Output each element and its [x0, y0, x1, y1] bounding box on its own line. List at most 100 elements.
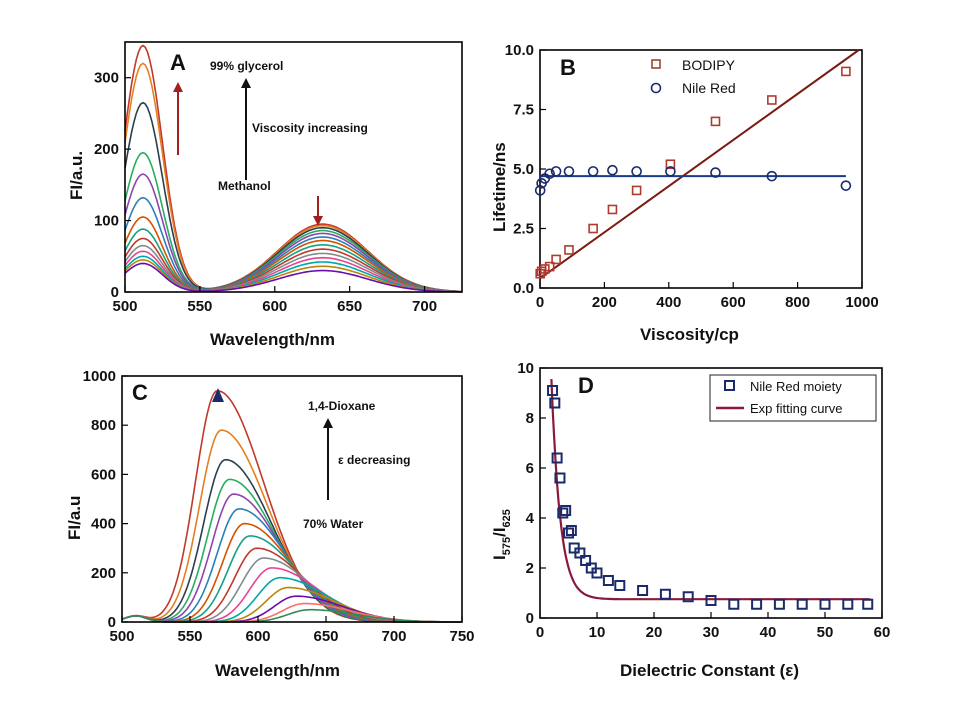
panel-b-ytick-label-3: 7.5	[513, 102, 534, 119]
panel-d-point-23	[819, 598, 831, 610]
panel-d-ytick-label-2: 2	[526, 560, 534, 577]
panel-c-annotation-bottom: 70% Water	[303, 517, 364, 531]
panel-c-ytick-label-200: 200	[91, 565, 116, 582]
panel-d-point-2	[551, 452, 563, 464]
legend-label-nile-red: Nile Red	[682, 80, 736, 96]
panel-b-bodipy-point-12	[841, 66, 851, 77]
panel-b-xtick-label-0: 0	[536, 294, 544, 311]
panel-d-fit-curve	[550, 379, 871, 601]
panel-c-ytick-label-800: 800	[91, 417, 116, 434]
panel-c-spectrum-2	[121, 458, 461, 623]
panel-d-point-15	[637, 585, 649, 596]
panel-c-ticks: 500 550 600 650 700 750 0 200 400 600 800 1000	[83, 368, 475, 645]
panel-d-ytick-label-8: 8	[526, 410, 534, 427]
panel-d-point-17	[682, 591, 694, 603]
panel-d-ytick-label-6: 6	[526, 460, 534, 477]
panel-b-ytick-label-2: 5.0	[513, 161, 534, 178]
panel-b-bodipy-point-3	[544, 261, 555, 272]
panel-c-frame	[121, 375, 463, 623]
panel-c-ylabel: FI/a.u	[65, 496, 84, 540]
panel-c-xtick-label-700: 700	[381, 628, 406, 645]
panel-a-annotation-bottom: Methanol	[218, 179, 271, 193]
panel-d-xtick-label-50: 50	[817, 624, 834, 641]
panel-a-label: A	[170, 50, 186, 75]
panel-a-ytick-label-0: 0	[111, 284, 119, 301]
panel-d-ytick-label-10: 10	[517, 360, 534, 377]
panel-a-spectrum-13	[124, 262, 462, 293]
panel-a-xtick-label-550: 550	[187, 298, 212, 315]
panel-d-point-21	[773, 598, 785, 610]
panel-d-xtick-label-0: 0	[536, 624, 544, 641]
panel-d-ylabel-sep: /I	[490, 527, 509, 536]
panel-b-nile-red-point-4	[550, 166, 562, 177]
panel-b-ticks: 0 200 400 600 800 1000 0.0 2.5 5.0 7.5 10.0	[505, 42, 879, 311]
panel-b-bodipy-point-5	[564, 245, 574, 255]
panel-c-ytick-label-600: 600	[91, 466, 116, 483]
panel-b-ytick-label-1: 2.5	[513, 221, 534, 238]
panel-a: 500 550 600 650 700 0 100 200 300 A 99% glycerol…	[67, 41, 463, 349]
panel-b-nile-red-point-8	[631, 166, 642, 177]
legend-label-nile-red-moiety: Nile Red moiety	[750, 379, 842, 394]
panel-a-ytick-label-100: 100	[94, 213, 119, 230]
panel-b-nile-red-point-0	[534, 185, 546, 196]
panel-d-exp-fit-line	[550, 379, 871, 601]
panel-b-bodipy-point-7	[607, 204, 618, 215]
panel-b-nile-red-point-3	[544, 168, 555, 180]
panel-c-spectrum-13	[121, 595, 461, 623]
panel-d-ylabel-i: I	[490, 555, 509, 560]
panel-b-ytick-label-0: 0.0	[513, 280, 534, 297]
panel-d-xtick-label-10: 10	[589, 624, 606, 641]
panel-c-peak-arrowhead	[212, 388, 224, 402]
panel-a-xlabel: Wavelength/nm	[210, 330, 335, 349]
panel-c-spectrum-11	[121, 576, 461, 623]
panel-b-xlabel: Viscosity/cp	[640, 325, 739, 344]
panel-c-xtick-label-500: 500	[109, 628, 134, 645]
panel-d-point-0	[547, 385, 559, 396]
panel-d-point-9	[574, 547, 586, 559]
panel-d-ylabel: I575/I625	[490, 509, 513, 560]
panel-a-ylabel: FI/a.u.	[67, 151, 86, 200]
panel-c-spectrum-3	[121, 478, 461, 623]
panel-b-nile-red-point-7	[607, 164, 618, 176]
panel-d-point-24	[842, 598, 854, 610]
legend-marker-bodipy	[651, 59, 661, 69]
panel-b-bodipy-point-10	[710, 116, 721, 127]
panel-c-xtick-label-600: 600	[245, 628, 270, 645]
panel-b-bodipy-point-9	[665, 159, 676, 170]
panel-d-points	[547, 385, 874, 610]
panel-d-xtick-label-20: 20	[646, 624, 663, 641]
panel-a-xtick-label-600: 600	[262, 298, 287, 315]
panel-d-point-12	[591, 567, 603, 579]
panel-c-xlabel: Wavelength/nm	[215, 661, 340, 680]
panel-d-point-10	[580, 555, 592, 566]
panel-d-ylabel-sub1: 575	[501, 537, 513, 555]
panel-b-nile-red-point-5	[563, 166, 575, 177]
panel-a-viscosity-arrowhead	[241, 78, 251, 88]
panel-b-nile-red-point-6	[587, 166, 599, 177]
panel-d-point-5	[560, 505, 572, 516]
legend-marker-nile-red-moiety	[724, 380, 735, 391]
panel-b-bodipy-point-4	[551, 254, 561, 265]
panel-a-xtick-label-500: 500	[112, 298, 137, 315]
panel-d-xtick-label-40: 40	[760, 624, 777, 641]
panel-c-annotation-top: 1,4-Dioxane	[308, 399, 376, 413]
panel-a-ytick-label-300: 300	[94, 70, 119, 87]
panel-c-epsilon-arrowhead	[323, 418, 333, 428]
panel-b-fit-0	[539, 49, 860, 280]
panel-d-xlabel: Dielectric Constant (ε)	[620, 661, 799, 680]
panel-b-xtick-label-800: 800	[785, 294, 810, 311]
panel-c-ytick-label-0: 0	[108, 614, 116, 631]
panel-b-nile-red-point-11	[766, 170, 778, 182]
panel-d-legend-box	[709, 374, 877, 422]
panel-a-frame	[124, 41, 463, 293]
panel-d-point-25	[862, 598, 874, 610]
panel-d-point-16	[659, 588, 671, 600]
panel-b-xtick-label-1000: 1000	[845, 294, 878, 311]
panel-c-xtick-label-750: 750	[449, 628, 474, 645]
panel-a-xtick-label-650: 650	[337, 298, 362, 315]
panel-d-xtick-label-60: 60	[874, 624, 891, 641]
panel-b-nile-red-point-12	[840, 180, 852, 191]
panel-d-point-22	[796, 598, 808, 610]
panel-c-ytick-label-1000: 1000	[83, 368, 116, 385]
